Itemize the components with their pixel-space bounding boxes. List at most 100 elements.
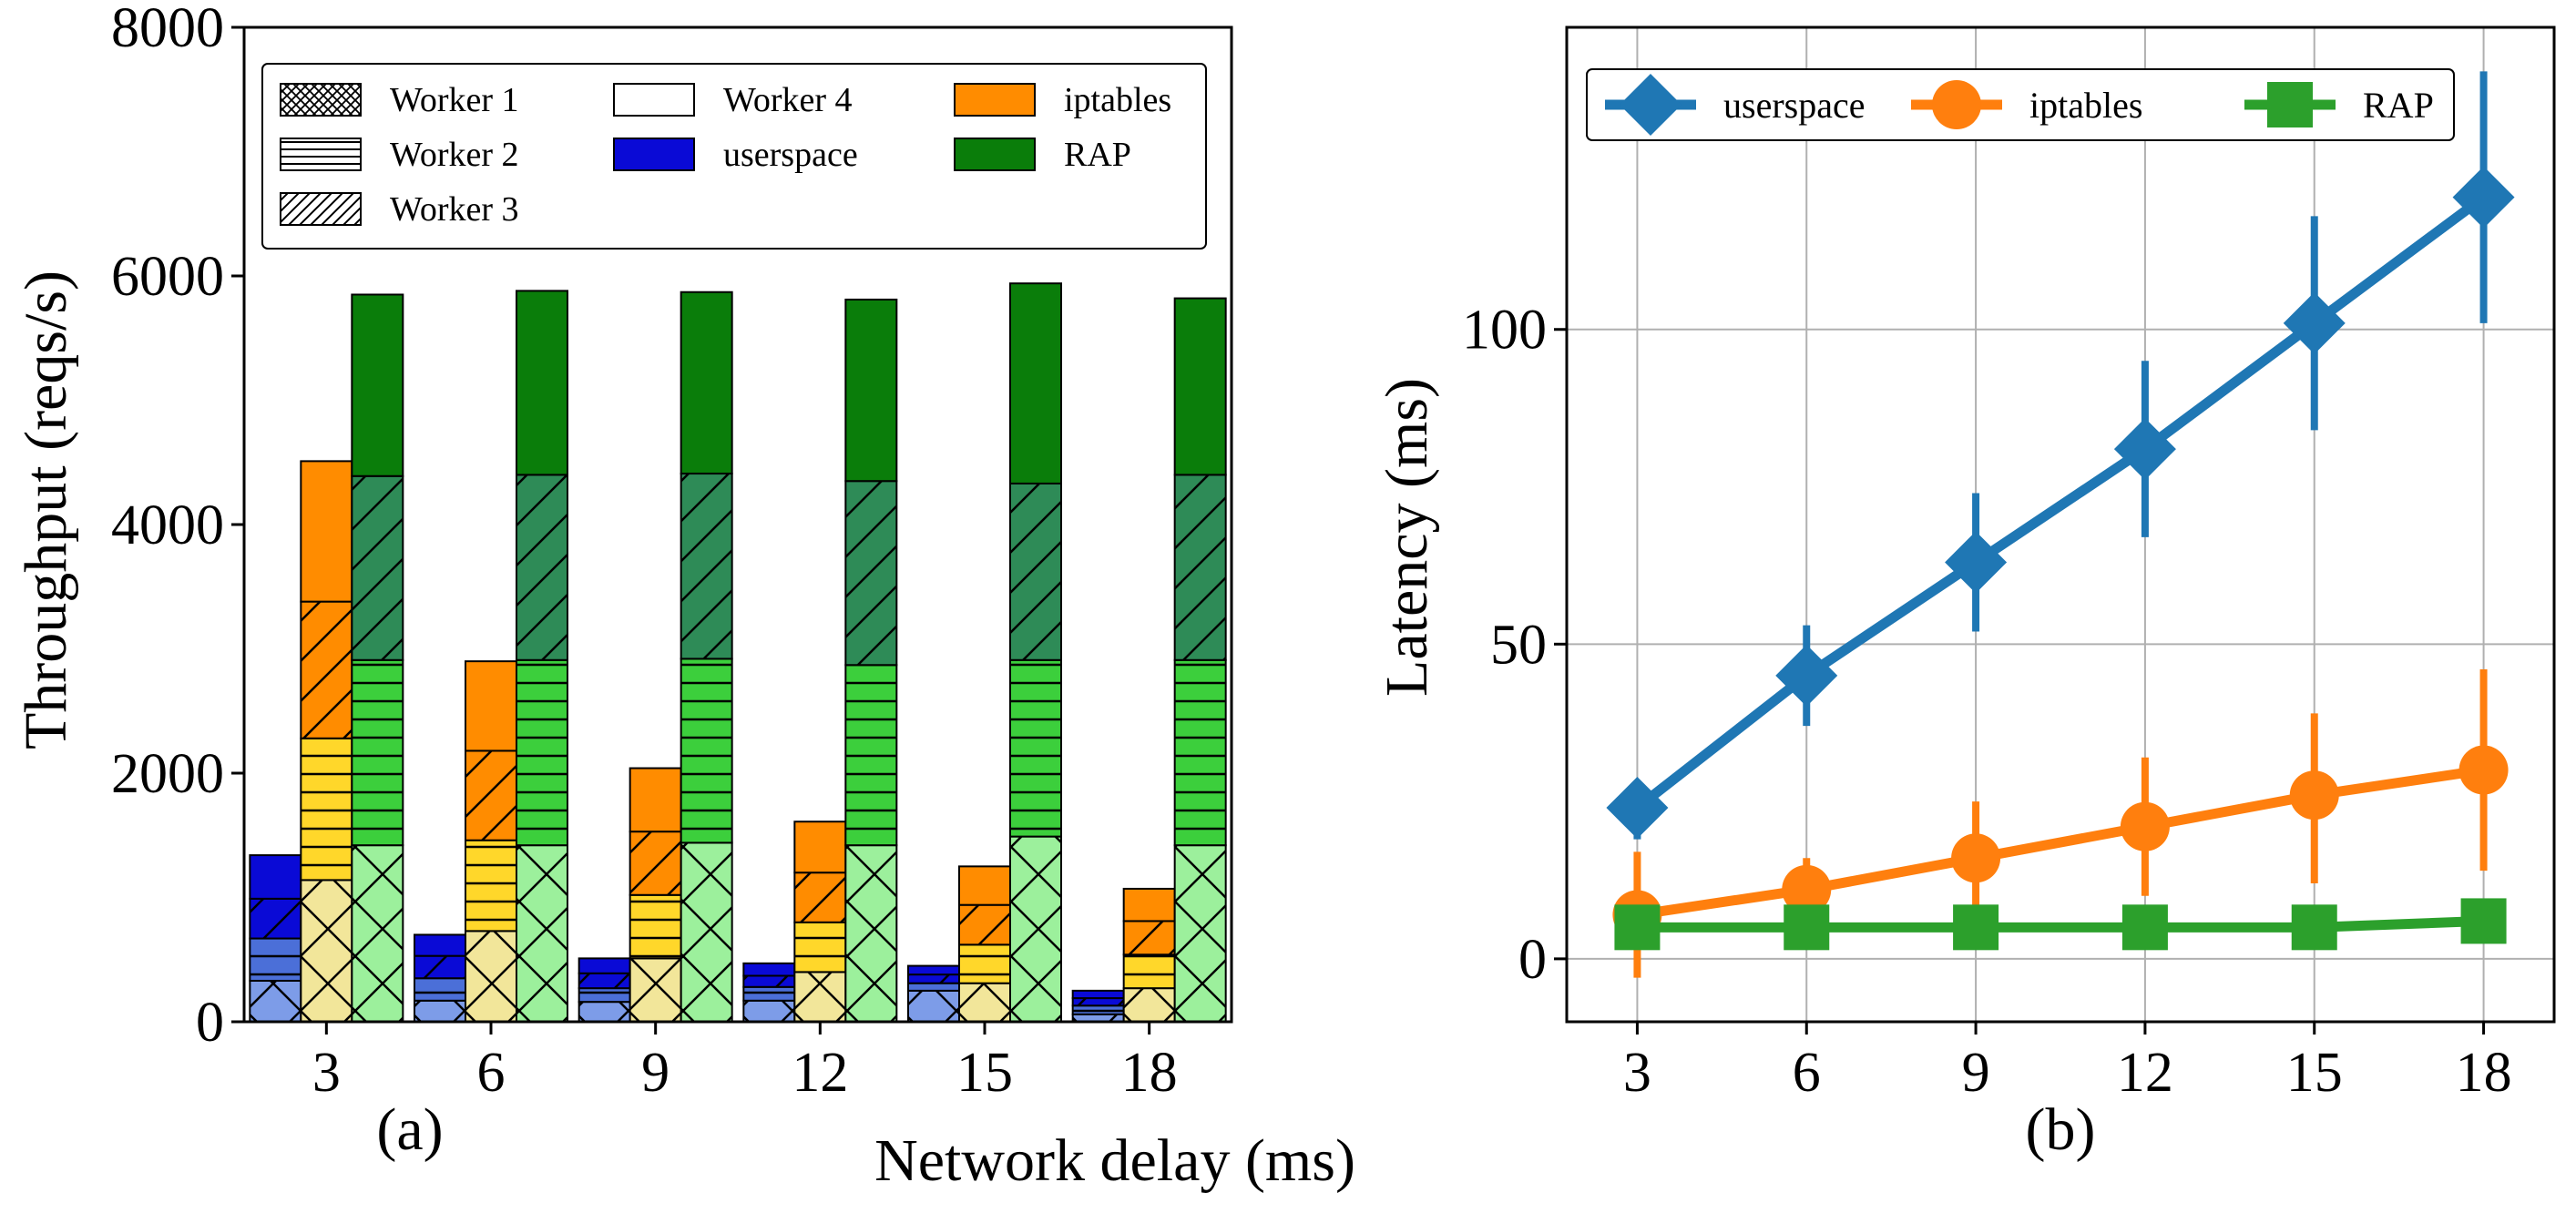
bar-rap-worker2-12-hatch bbox=[845, 665, 897, 846]
point-userspace-12 bbox=[2113, 418, 2176, 481]
latency-y-label: Latency (ms) bbox=[1374, 378, 1440, 697]
point-rap-18 bbox=[2460, 898, 2507, 944]
x-tick-label-3: 3 bbox=[1623, 1042, 1651, 1104]
latency-grid bbox=[1567, 27, 2554, 1022]
throughput-bars bbox=[249, 282, 1227, 1024]
bar-iptables-worker4-18 bbox=[1123, 888, 1175, 922]
shared-x-label: Network delay (ms) bbox=[874, 1127, 1355, 1194]
bar-userspace-worker3-15-hatch bbox=[908, 974, 959, 984]
bar-userspace-worker3-3-hatch bbox=[250, 898, 302, 939]
latency-plot-frame bbox=[1565, 25, 2556, 1024]
bar-iptables-worker4-3 bbox=[301, 461, 353, 602]
panel-b-label: (b) bbox=[2026, 1096, 2096, 1163]
bar-iptables-worker3-15-hatch bbox=[959, 904, 1010, 945]
bar-userspace-worker3-18-hatch bbox=[1072, 998, 1124, 1006]
bar-userspace-worker2-18-hatch bbox=[1072, 1005, 1124, 1014]
x-tick-label-6: 6 bbox=[477, 1042, 506, 1104]
panel-a-label: (a) bbox=[376, 1096, 443, 1163]
bar-rap-worker3-6-hatch bbox=[516, 474, 567, 660]
x-tick-label-15: 15 bbox=[956, 1042, 1013, 1104]
bar-rap-worker3-18-hatch bbox=[1174, 474, 1226, 660]
throughput-legend: Worker 1 Worker 2 Worker 3 Worker 4 userspac… bbox=[261, 63, 1207, 250]
bar-iptables-worker4-12 bbox=[794, 821, 846, 873]
bar-iptables-worker1-18-hatch bbox=[1123, 988, 1175, 1022]
bar-iptables-worker1-12-hatch bbox=[794, 972, 846, 1022]
y-tick-label-50: 50 bbox=[1490, 614, 1547, 676]
legend-swatch-userspace bbox=[613, 138, 695, 171]
latency-y-ticks: 0 50 100 bbox=[1462, 300, 1567, 991]
bar-userspace-worker2-6-hatch bbox=[414, 978, 465, 1001]
bar-iptables-worker3-18-hatch bbox=[1123, 921, 1175, 955]
legend-label-rap: RAP bbox=[2363, 85, 2434, 126]
throughput-x-ticks: 3 6 9 12 15 18 bbox=[312, 1022, 1178, 1104]
x-tick-label-15: 15 bbox=[2286, 1042, 2343, 1104]
bar-userspace-worker1-12-hatch bbox=[743, 1000, 795, 1022]
x-tick-label-3: 3 bbox=[312, 1042, 341, 1104]
bar-userspace-worker2-9-hatch bbox=[578, 988, 630, 1003]
bar-userspace-worker3-9-hatch bbox=[578, 973, 630, 989]
bar-rap-worker4-15 bbox=[1010, 283, 1061, 484]
bar-rap-worker1-9-hatch bbox=[680, 842, 732, 1022]
point-iptables-18 bbox=[2458, 745, 2509, 795]
latency-chart: 0 50 100 3 6 9 12 15 18 Latency (ms) (b) usersp… bbox=[1374, 25, 2556, 1163]
bar-rap-worker4-9-edge bbox=[680, 291, 733, 475]
x-tick-label-18: 18 bbox=[2456, 1042, 2512, 1104]
bar-rap-worker4-12 bbox=[845, 299, 897, 482]
legend-label-iptables: iptables bbox=[1064, 81, 1171, 119]
legend-label-worker-2: Worker 2 bbox=[390, 136, 519, 174]
point-rap-15 bbox=[2291, 904, 2337, 951]
bar-rap-worker3-12-hatch bbox=[845, 481, 897, 666]
point-iptables-6 bbox=[1782, 864, 1832, 914]
bar-iptables-worker2-9-hatch bbox=[629, 894, 681, 959]
bar-iptables-worker1-6-hatch bbox=[465, 931, 516, 1022]
bar-rap-worker4-15-edge bbox=[1009, 282, 1062, 484]
bar-iptables-worker2-12-hatch bbox=[794, 922, 846, 973]
point-userspace-18 bbox=[2452, 166, 2515, 229]
bar-userspace-worker1-6-hatch bbox=[414, 1000, 465, 1022]
bar-userspace-worker3-12-hatch bbox=[743, 975, 795, 987]
bar-iptables-worker3-6-hatch bbox=[465, 750, 516, 841]
bar-userspace-worker2-12-hatch bbox=[743, 986, 795, 1001]
legend-label-rap: RAP bbox=[1064, 136, 1131, 174]
bar-userspace-worker1-9-hatch bbox=[578, 1002, 630, 1022]
bar-iptables-worker1-9-hatch bbox=[629, 958, 681, 1022]
legend-marker-userspace bbox=[1620, 74, 1682, 136]
y-tick-label-0: 0 bbox=[196, 992, 224, 1054]
bar-rap-worker4-6 bbox=[516, 291, 567, 475]
bar-iptables-worker2-6-hatch bbox=[465, 840, 516, 932]
bar-rap-worker3-3-hatch bbox=[352, 475, 404, 660]
throughput-y-ticks: 0 2000 4000 6000 8000 bbox=[111, 0, 244, 1054]
series-line-iptables bbox=[1636, 765, 2485, 920]
legend-swatch-iptables bbox=[954, 83, 1036, 117]
point-iptables-15 bbox=[2289, 770, 2339, 821]
legend-swatch-worker-4 bbox=[613, 83, 695, 117]
bar-rap-worker3-15-hatch bbox=[1010, 483, 1061, 660]
y-tick-label-0: 0 bbox=[1518, 929, 1547, 991]
bar-rap-worker1-12-hatch bbox=[845, 845, 897, 1022]
x-tick-label-12: 12 bbox=[2117, 1042, 2173, 1104]
y-tick-label-2000: 2000 bbox=[111, 743, 224, 805]
series-line-rap bbox=[1637, 915, 2484, 933]
bar-iptables-worker3-9-hatch bbox=[629, 831, 681, 895]
bar-iptables-worker2-18-hatch bbox=[1123, 954, 1175, 989]
latency-series bbox=[1606, 71, 2515, 978]
throughput-chart: 0 2000 4000 6000 8000 3 6 9 12 15 18 Throughput (… bbox=[13, 0, 1233, 1163]
x-tick-label-12: 12 bbox=[792, 1042, 848, 1104]
legend-swatch-rap bbox=[954, 138, 1036, 171]
bar-iptables-worker3-3-hatch bbox=[301, 601, 353, 739]
bar-userspace-worker4-12 bbox=[743, 963, 795, 976]
point-rap-3 bbox=[1614, 904, 1661, 951]
bar-iptables-worker4-6 bbox=[465, 661, 516, 751]
y-tick-label-100: 100 bbox=[1462, 300, 1547, 362]
bar-rap-worker4-3-edge bbox=[351, 293, 404, 477]
legend-label-userspace: userspace bbox=[723, 136, 858, 174]
bar-rap-worker3-9-hatch bbox=[680, 474, 732, 659]
bar-rap-worker2-3-hatch bbox=[352, 659, 404, 846]
bar-rap-worker2-9-hatch bbox=[680, 658, 732, 843]
bar-rap-worker2-15-hatch bbox=[1010, 659, 1061, 837]
point-rap-6 bbox=[1784, 904, 1830, 951]
point-userspace-6 bbox=[1775, 644, 1838, 707]
bar-rap-worker1-15-hatch bbox=[1010, 836, 1061, 1022]
bar-iptables-worker2-15-hatch bbox=[959, 944, 1010, 984]
